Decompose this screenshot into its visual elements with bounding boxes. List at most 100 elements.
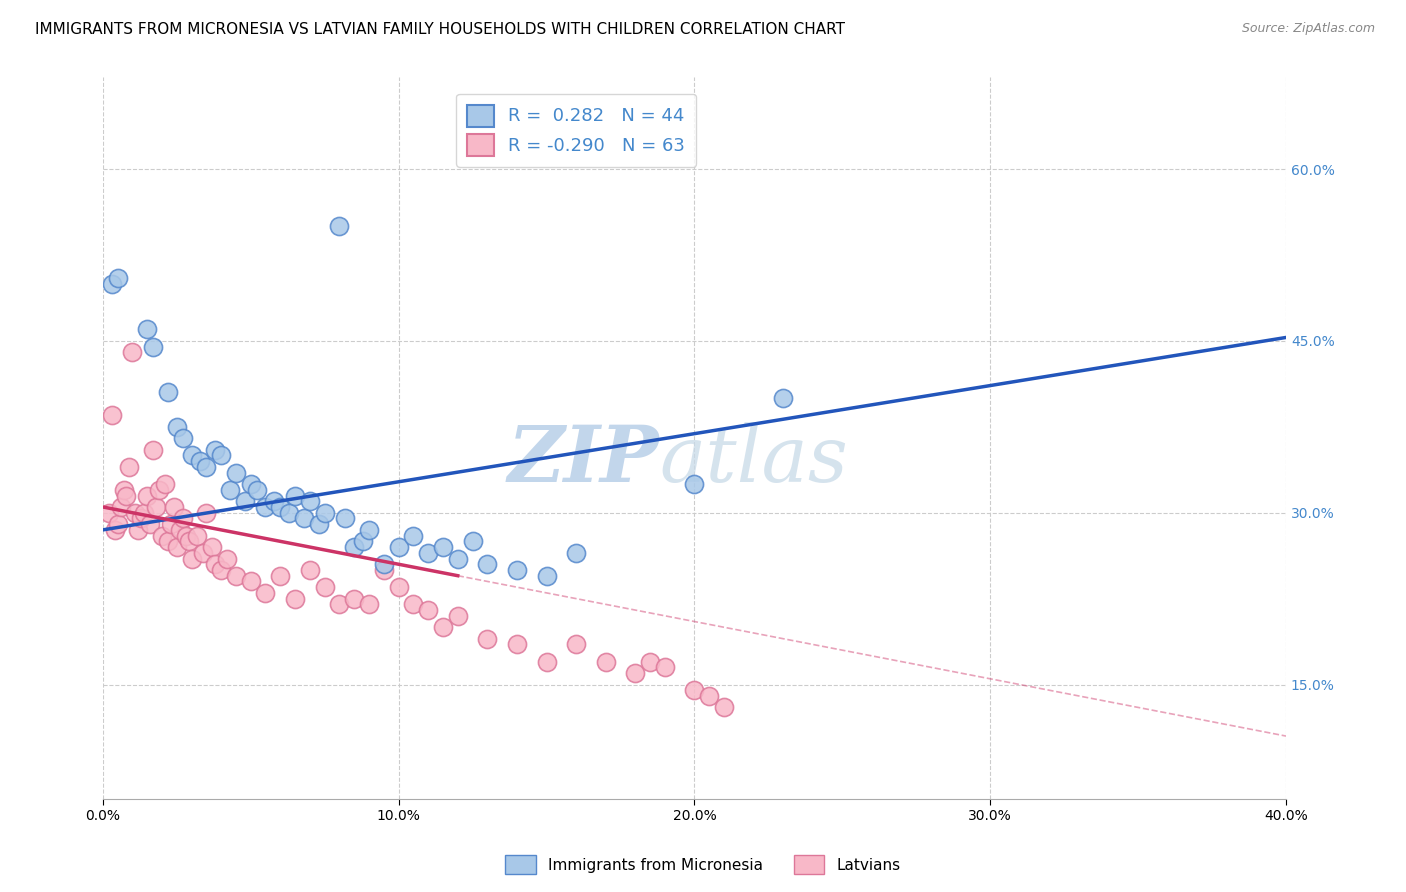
Point xyxy=(127,523,149,537)
Point xyxy=(432,620,454,634)
Point xyxy=(172,431,194,445)
Point xyxy=(595,655,617,669)
Point xyxy=(432,540,454,554)
Point xyxy=(254,586,277,600)
Point xyxy=(328,598,350,612)
Point xyxy=(100,277,122,291)
Point xyxy=(219,483,242,497)
Point xyxy=(269,568,291,582)
Point xyxy=(292,511,315,525)
Point xyxy=(246,483,269,497)
Point xyxy=(298,494,321,508)
Point xyxy=(278,506,301,520)
Point xyxy=(180,551,202,566)
Point xyxy=(115,489,138,503)
Point xyxy=(335,511,357,525)
Point xyxy=(172,511,194,525)
Point xyxy=(139,517,162,532)
Point xyxy=(418,603,440,617)
Point xyxy=(124,506,146,520)
Point xyxy=(328,219,350,234)
Point xyxy=(134,506,156,520)
Point xyxy=(156,534,179,549)
Point xyxy=(254,500,277,514)
Point xyxy=(100,409,122,423)
Point xyxy=(447,551,470,566)
Legend: Immigrants from Micronesia, Latvians: Immigrants from Micronesia, Latvians xyxy=(499,849,907,880)
Point xyxy=(447,608,470,623)
Legend: R =  0.282   N = 44, R = -0.290   N = 63: R = 0.282 N = 44, R = -0.290 N = 63 xyxy=(456,94,696,167)
Point xyxy=(772,391,794,405)
Point xyxy=(298,563,321,577)
Text: IMMIGRANTS FROM MICRONESIA VS LATVIAN FAMILY HOUSEHOLDS WITH CHILDREN CORRELATIO: IMMIGRANTS FROM MICRONESIA VS LATVIAN FA… xyxy=(35,22,845,37)
Point xyxy=(536,568,558,582)
Point xyxy=(209,449,232,463)
Point xyxy=(357,523,380,537)
Point xyxy=(239,477,262,491)
Point xyxy=(638,655,661,669)
Point xyxy=(233,494,256,508)
Point xyxy=(418,546,440,560)
Point xyxy=(166,419,188,434)
Point xyxy=(177,534,200,549)
Point xyxy=(110,500,132,514)
Point xyxy=(461,534,484,549)
Text: ZIP: ZIP xyxy=(508,422,659,498)
Point xyxy=(506,637,529,651)
Point xyxy=(118,459,141,474)
Point xyxy=(624,666,647,681)
Point xyxy=(104,523,127,537)
Point xyxy=(107,517,129,532)
Point xyxy=(506,563,529,577)
Point xyxy=(314,580,336,594)
Point xyxy=(225,466,247,480)
Point xyxy=(204,442,226,457)
Point xyxy=(352,534,374,549)
Text: atlas: atlas xyxy=(659,422,848,498)
Point xyxy=(174,528,197,542)
Point xyxy=(195,459,218,474)
Point xyxy=(121,345,143,359)
Point xyxy=(343,540,366,554)
Point xyxy=(697,689,720,703)
Point xyxy=(193,546,215,560)
Point xyxy=(190,454,212,468)
Point xyxy=(269,500,291,514)
Point xyxy=(186,528,208,542)
Point xyxy=(166,540,188,554)
Point xyxy=(225,568,247,582)
Point xyxy=(654,660,676,674)
Point xyxy=(683,683,706,698)
Point xyxy=(145,500,167,514)
Point xyxy=(402,528,425,542)
Point xyxy=(263,494,285,508)
Point xyxy=(150,528,173,542)
Point xyxy=(148,483,170,497)
Point xyxy=(477,558,499,572)
Point xyxy=(343,591,366,606)
Point xyxy=(209,563,232,577)
Point xyxy=(201,540,224,554)
Point xyxy=(357,598,380,612)
Point xyxy=(142,442,165,457)
Point xyxy=(142,340,165,354)
Point xyxy=(215,551,238,566)
Point xyxy=(314,506,336,520)
Text: Source: ZipAtlas.com: Source: ZipAtlas.com xyxy=(1241,22,1375,36)
Point xyxy=(180,449,202,463)
Point xyxy=(373,563,395,577)
Point xyxy=(153,477,176,491)
Point xyxy=(169,523,191,537)
Point xyxy=(477,632,499,646)
Point xyxy=(156,385,179,400)
Point xyxy=(683,477,706,491)
Point xyxy=(565,546,588,560)
Point xyxy=(284,591,307,606)
Point xyxy=(713,700,735,714)
Point xyxy=(204,558,226,572)
Point xyxy=(388,540,411,554)
Point xyxy=(388,580,411,594)
Point xyxy=(107,271,129,285)
Point xyxy=(373,558,395,572)
Point xyxy=(536,655,558,669)
